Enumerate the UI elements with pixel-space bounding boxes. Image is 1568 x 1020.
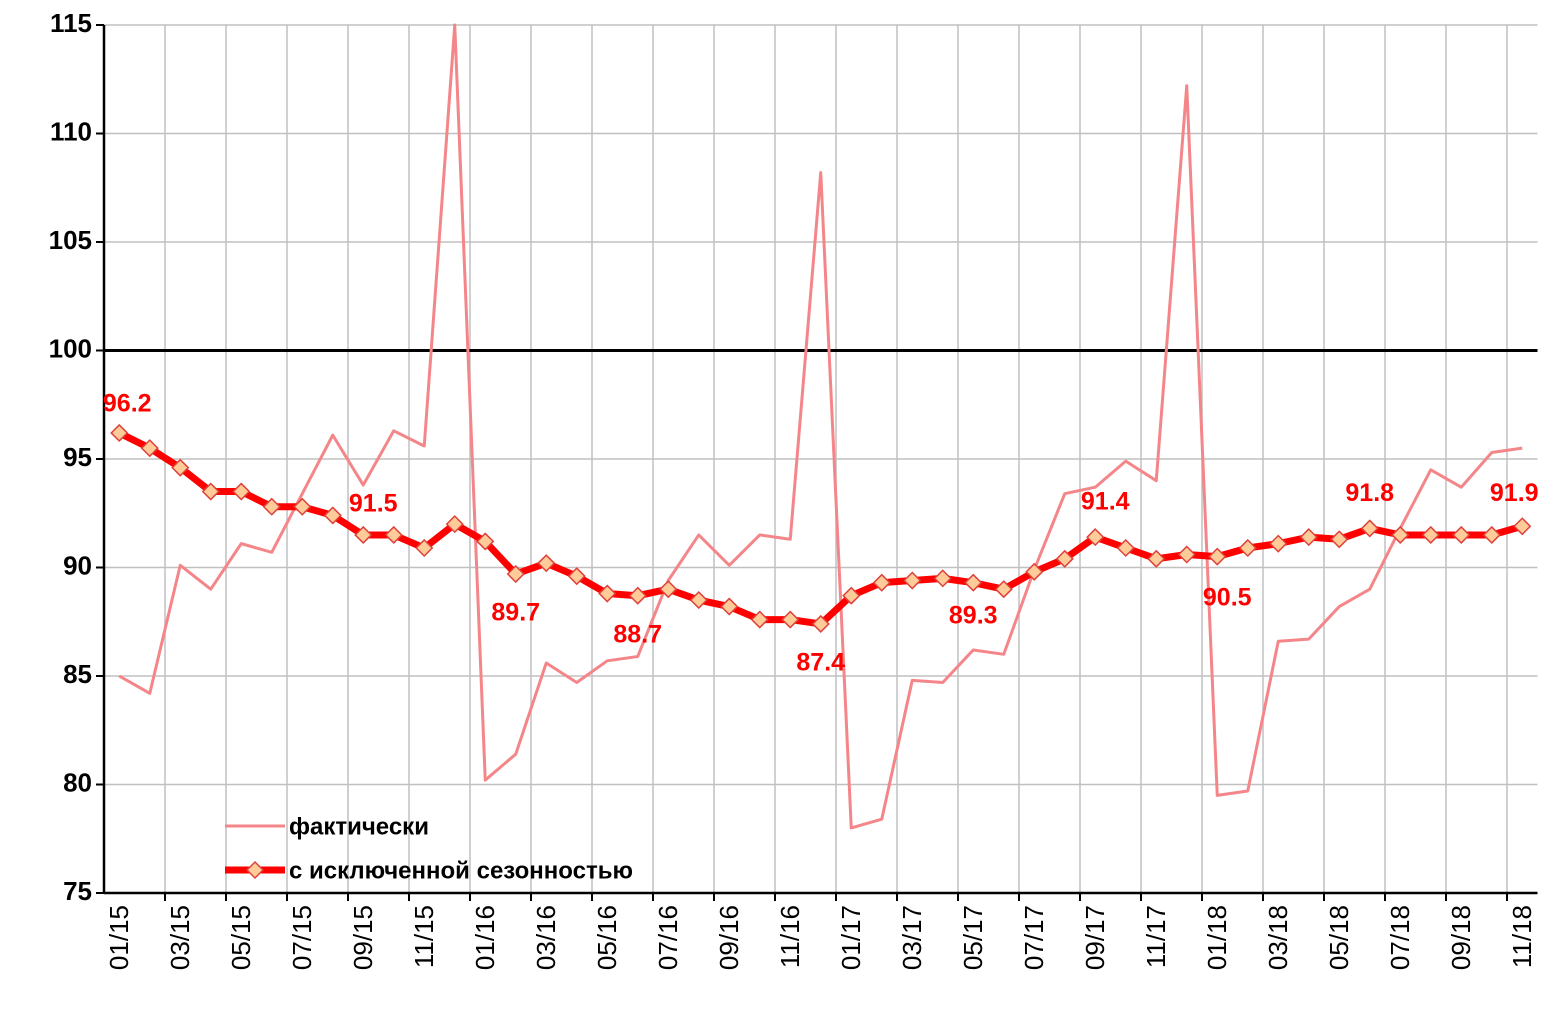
data-label: 88.7 — [613, 620, 662, 648]
point-marker — [354, 525, 373, 545]
y-tick-label: 105 — [49, 225, 92, 255]
x-tick-label: 07/16 — [653, 905, 683, 970]
point-marker — [476, 532, 495, 551]
point-marker — [994, 580, 1013, 599]
point-marker — [140, 439, 159, 458]
legend-label: фактически — [289, 813, 429, 840]
x-tick-label: 03/18 — [1263, 905, 1293, 970]
x-tick-label: 11/17 — [1141, 905, 1171, 968]
point-marker — [903, 571, 922, 590]
point-marker — [323, 506, 342, 525]
y-tick-label: 115 — [50, 8, 92, 38]
x-tick-label: 01/16 — [470, 905, 500, 970]
point-marker — [628, 586, 647, 605]
point-marker — [1086, 528, 1105, 547]
x-tick-label: 05/15 — [226, 905, 256, 970]
point-marker — [567, 567, 586, 586]
y-tick-label: 100 — [49, 333, 92, 363]
point-marker — [720, 597, 739, 616]
point-marker — [964, 573, 983, 592]
x-tick-label: 07/17 — [1019, 905, 1049, 970]
x-tick-label: 11/16 — [775, 905, 805, 968]
y-tick-label: 95 — [63, 442, 92, 472]
x-tick-label: 03/16 — [531, 905, 561, 970]
x-tick-label: 09/15 — [348, 905, 378, 970]
point-marker — [1116, 538, 1135, 558]
point-marker — [232, 482, 251, 501]
data-label: 91.9 — [1490, 479, 1539, 507]
point-marker — [201, 482, 220, 501]
y-tick-label: 110 — [50, 116, 92, 146]
series-line — [117, 429, 1524, 628]
point-marker — [750, 610, 769, 629]
x-tick-label: 11/18 — [1507, 905, 1537, 968]
data-label: 96.2 — [103, 390, 152, 418]
point-marker — [1330, 530, 1349, 549]
point-marker — [262, 497, 281, 516]
y-tick-label: 75 — [63, 876, 92, 906]
point-marker — [171, 458, 190, 477]
point-marker — [933, 569, 952, 588]
point-marker — [1421, 525, 1440, 545]
x-tick-label: 09/16 — [714, 905, 744, 970]
y-tick-label: 85 — [63, 659, 92, 689]
point-marker — [506, 564, 525, 584]
point-marker — [1025, 562, 1044, 581]
point-marker — [811, 614, 830, 633]
y-tick-label: 80 — [63, 767, 92, 797]
point-marker — [659, 580, 678, 599]
point-marker — [110, 423, 129, 443]
x-tick-label: 03/17 — [897, 905, 927, 970]
point-marker — [1391, 525, 1410, 545]
x-tick-label: 01/17 — [836, 905, 866, 970]
point-marker — [293, 497, 312, 516]
y-tick-label: 90 — [63, 550, 92, 580]
x-tick-label: 03/15 — [165, 905, 195, 970]
point-marker — [1238, 538, 1257, 558]
point-marker — [1177, 545, 1196, 564]
point-marker — [1482, 525, 1501, 545]
x-tick-label: 05/18 — [1324, 905, 1354, 970]
point-marker — [445, 515, 464, 534]
x-tick-label: 07/15 — [287, 905, 317, 970]
point-marker — [1055, 549, 1074, 568]
x-tick-label: 01/15 — [104, 905, 134, 970]
x-tick-label: 01/18 — [1202, 905, 1232, 970]
point-marker — [781, 610, 800, 629]
point-marker — [689, 590, 708, 610]
point-marker — [384, 525, 403, 545]
data-label: 89.7 — [491, 599, 540, 627]
point-marker — [1360, 519, 1379, 538]
data-label: 90.5 — [1203, 583, 1252, 611]
legend-marker — [245, 860, 265, 880]
point-marker — [598, 584, 617, 603]
x-tick-label: 09/17 — [1080, 905, 1110, 970]
legend-label: с исключенной сезонностью — [289, 857, 633, 884]
point-marker — [1452, 525, 1471, 545]
point-marker — [1513, 517, 1532, 536]
data-label: 91.8 — [1345, 479, 1394, 507]
data-label: 87.4 — [796, 649, 845, 677]
point-marker — [415, 538, 434, 558]
series-line — [118, 23, 1523, 830]
point-marker — [872, 573, 891, 592]
x-tick-label: 05/17 — [958, 905, 988, 970]
point-marker — [1269, 534, 1288, 553]
point-marker — [537, 554, 556, 573]
data-label: 91.5 — [349, 490, 398, 518]
x-tick-label: 11/15 — [409, 905, 439, 968]
x-tick-label: 07/18 — [1385, 905, 1415, 970]
point-marker — [1208, 547, 1227, 566]
point-marker — [842, 586, 861, 605]
x-tick-label: 09/18 — [1446, 905, 1476, 970]
point-marker — [1299, 528, 1318, 547]
data-label: 89.3 — [949, 601, 998, 629]
point-marker — [1147, 549, 1166, 568]
x-tick-label: 05/16 — [592, 905, 622, 970]
data-label: 91.4 — [1081, 488, 1130, 516]
